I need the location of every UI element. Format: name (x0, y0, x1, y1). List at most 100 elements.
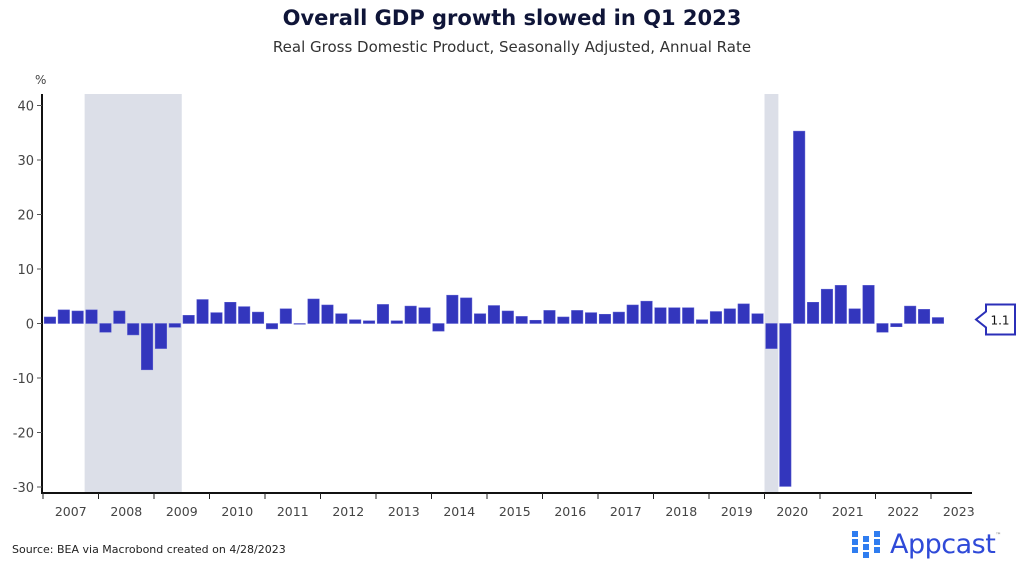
bar (279, 308, 292, 324)
bar (474, 313, 487, 324)
x-tick-label: 2012 (332, 504, 364, 519)
bar (460, 297, 473, 324)
bar (696, 319, 709, 324)
callout-label: 1.1 (990, 314, 1009, 328)
x-tick-label: 2019 (721, 504, 753, 519)
bar (265, 323, 278, 330)
y-tick-label: -10 (13, 372, 34, 387)
bar (612, 311, 625, 324)
bar (43, 316, 56, 324)
x-tick-label: 2022 (887, 504, 919, 519)
source-note: Source: BEA via Macrobond created on 4/2… (12, 543, 286, 556)
bar (585, 312, 598, 324)
grid-dots-icon (852, 527, 888, 561)
bar (598, 313, 611, 324)
bar (349, 319, 362, 324)
x-tick-label: 2021 (832, 504, 864, 519)
bar (252, 311, 265, 324)
x-tick-label: 2014 (443, 504, 475, 519)
bar (99, 323, 112, 333)
bar (182, 315, 195, 324)
bar (57, 309, 70, 324)
y-tick-label: -30 (13, 481, 34, 496)
bar (85, 309, 98, 324)
callout-box (974, 303, 1016, 336)
bar (71, 310, 84, 324)
x-tick-label: 2017 (610, 504, 642, 519)
bar (876, 323, 889, 333)
bar (779, 323, 792, 487)
bar (224, 301, 237, 324)
bar (196, 299, 209, 324)
recession-shading-group (84, 94, 779, 493)
bar (529, 319, 542, 324)
bars-group (43, 130, 944, 487)
bar (723, 308, 736, 324)
y-tick-label: 40 (17, 100, 34, 115)
bar (626, 304, 639, 324)
chart-subtitle: Real Gross Domestic Product, Seasonally … (272, 38, 752, 56)
x-tick-label: 2013 (388, 504, 420, 519)
x-axis: 2007 2008 2009 2010 2011 2012 2013 2014 2015 2016… (41, 492, 975, 519)
bar (890, 323, 903, 328)
bar (432, 323, 445, 332)
y-axis-unit-label: % (35, 73, 47, 87)
bar (446, 294, 459, 324)
y-tick-label: 20 (17, 209, 34, 224)
bar (834, 285, 847, 324)
bar (127, 323, 140, 336)
bar (737, 303, 750, 324)
bar (335, 313, 348, 324)
bar (793, 130, 806, 324)
bar (820, 288, 833, 324)
x-tick-label: 2010 (221, 504, 253, 519)
bar (363, 320, 376, 324)
y-tick-label: 0 (26, 318, 34, 333)
bar (210, 312, 223, 324)
x-tick-label: 2023 (943, 504, 975, 519)
y-tick-label: -20 (13, 427, 34, 442)
x-tick-label: 2018 (665, 504, 697, 519)
bar (557, 316, 570, 324)
bar (543, 310, 556, 324)
logo-trademark: ™ (995, 532, 1002, 539)
bar (709, 311, 722, 324)
bar (404, 305, 417, 324)
bar (113, 310, 126, 324)
bar (238, 306, 251, 324)
bar (154, 323, 167, 349)
bar (682, 307, 695, 324)
x-tick-label: 2007 (55, 504, 87, 519)
bar (501, 310, 514, 324)
bar (668, 307, 681, 324)
bar (293, 323, 306, 325)
bar (321, 304, 334, 324)
bar (918, 309, 931, 324)
y-tick-label: 10 (17, 263, 34, 278)
y-tick-label: 30 (17, 154, 34, 169)
y-axis: 40 30 20 10 0 -10 -20 -30 (13, 94, 43, 496)
bar (571, 310, 584, 324)
recession-band (764, 94, 779, 493)
appcast-logo: Appcast ™ (852, 526, 1001, 562)
x-tick-label: 2016 (554, 504, 586, 519)
recession-band (84, 94, 182, 493)
bar (931, 317, 944, 324)
bar (640, 300, 653, 324)
bar (390, 320, 403, 324)
bar (848, 308, 861, 324)
bar (751, 313, 764, 324)
bar (141, 323, 154, 371)
x-tick-label: 2008 (110, 504, 142, 519)
bar (418, 307, 431, 324)
bar (168, 323, 181, 328)
bar (904, 305, 917, 324)
last-value-callout: 1.1 (974, 303, 1016, 336)
bar (487, 305, 500, 324)
bar (765, 323, 778, 349)
x-tick-label: 2011 (277, 504, 309, 519)
bar (515, 316, 528, 324)
x-tick-label: 2009 (166, 504, 198, 519)
logo-text: Appcast (890, 528, 996, 560)
